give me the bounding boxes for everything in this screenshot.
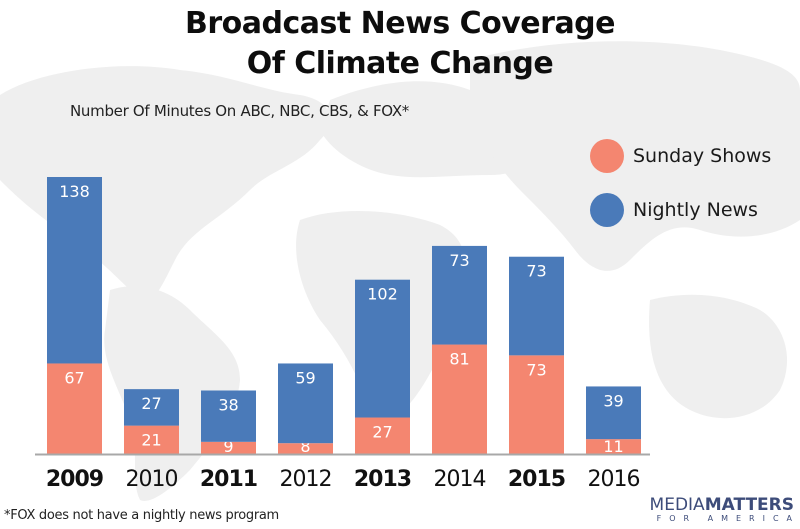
chart-title-line2: Of Climate Change — [246, 46, 554, 81]
bar-sunday-shows-2013 — [355, 417, 410, 454]
bar-nightly-news-2011 — [201, 390, 256, 442]
data-label-nightly-news-2016: 39 — [603, 391, 623, 410]
x-tick-label-2011: 2011 — [200, 467, 257, 492]
data-label-nightly-news-2015: 73 — [526, 262, 546, 281]
data-label-sunday-shows-2014: 81 — [449, 350, 469, 369]
data-label-nightly-news-2014: 73 — [449, 251, 469, 270]
legend-swatch-nightly-news — [590, 193, 624, 227]
data-label-nightly-news-2009: 138 — [59, 182, 90, 201]
bar-nightly-news-2013 — [355, 279, 410, 418]
footnote: *FOX does not have a nightly news progra… — [4, 508, 279, 523]
data-label-sunday-shows-2011: 9 — [223, 437, 233, 456]
chart-title-line1: Broadcast News Coverage — [184, 6, 616, 41]
data-label-nightly-news-2010: 27 — [141, 394, 161, 413]
data-label-sunday-shows-2012: 8 — [300, 437, 310, 456]
x-tick-label-2015: 2015 — [508, 467, 565, 492]
media-matters-logo: MEDIAMATTERS FOR AMERICA — [650, 496, 794, 524]
x-tick-label-2012: 2012 — [280, 467, 332, 492]
data-label-sunday-shows-2013: 27 — [372, 423, 392, 442]
data-label-sunday-shows-2009: 67 — [64, 368, 84, 387]
bar-nightly-news-2016 — [586, 386, 641, 440]
bar-nightly-news-2010 — [124, 389, 179, 426]
data-label-nightly-news-2013: 102 — [367, 285, 398, 304]
data-label-sunday-shows-2010: 21 — [141, 431, 161, 450]
bar-sunday-shows-2014 — [432, 344, 487, 454]
data-label-nightly-news-2011: 38 — [218, 395, 238, 414]
x-tick-label-2010: 2010 — [126, 467, 178, 492]
bar-sunday-shows-2016 — [586, 439, 641, 454]
x-tick-label-2016: 2016 — [588, 467, 640, 492]
bar-nightly-news-2009 — [47, 177, 102, 364]
data-label-nightly-news-2012: 59 — [295, 368, 315, 387]
legend-label-sunday-shows: Sunday Shows — [633, 145, 772, 167]
bar-sunday-shows-2010 — [124, 425, 179, 454]
bar-sunday-shows-2012 — [278, 443, 333, 454]
legend-item-sunday-shows: Sunday Shows — [590, 139, 771, 173]
legend-label-nightly-news: Nightly News — [633, 199, 758, 221]
data-label-sunday-shows-2016: 11 — [603, 437, 623, 456]
bar-nightly-news-2014 — [432, 245, 487, 345]
bar-nightly-news-2015 — [509, 256, 564, 356]
bar-nightly-news-2012 — [278, 363, 333, 444]
bar-sunday-shows-2015 — [509, 355, 564, 454]
logo-matters: MATTERS — [704, 495, 794, 515]
x-tick-label-2014: 2014 — [434, 467, 486, 492]
logo-for-america: FOR AMERICA — [656, 514, 800, 523]
chart-subtitle: Number Of Minutes On ABC, NBC, CBS, & FO… — [70, 102, 410, 120]
bar-sunday-shows-2009 — [47, 363, 102, 454]
legend-swatch-sunday-shows — [590, 139, 624, 173]
x-tick-label-2009: 2009 — [46, 467, 103, 492]
legend-item-nightly-news: Nightly News — [590, 193, 758, 227]
x-tick-label-2013: 2013 — [354, 467, 411, 492]
data-label-sunday-shows-2015: 73 — [526, 360, 546, 379]
logo-media: MEDIA — [649, 495, 705, 515]
bar-sunday-shows-2011 — [201, 441, 256, 454]
